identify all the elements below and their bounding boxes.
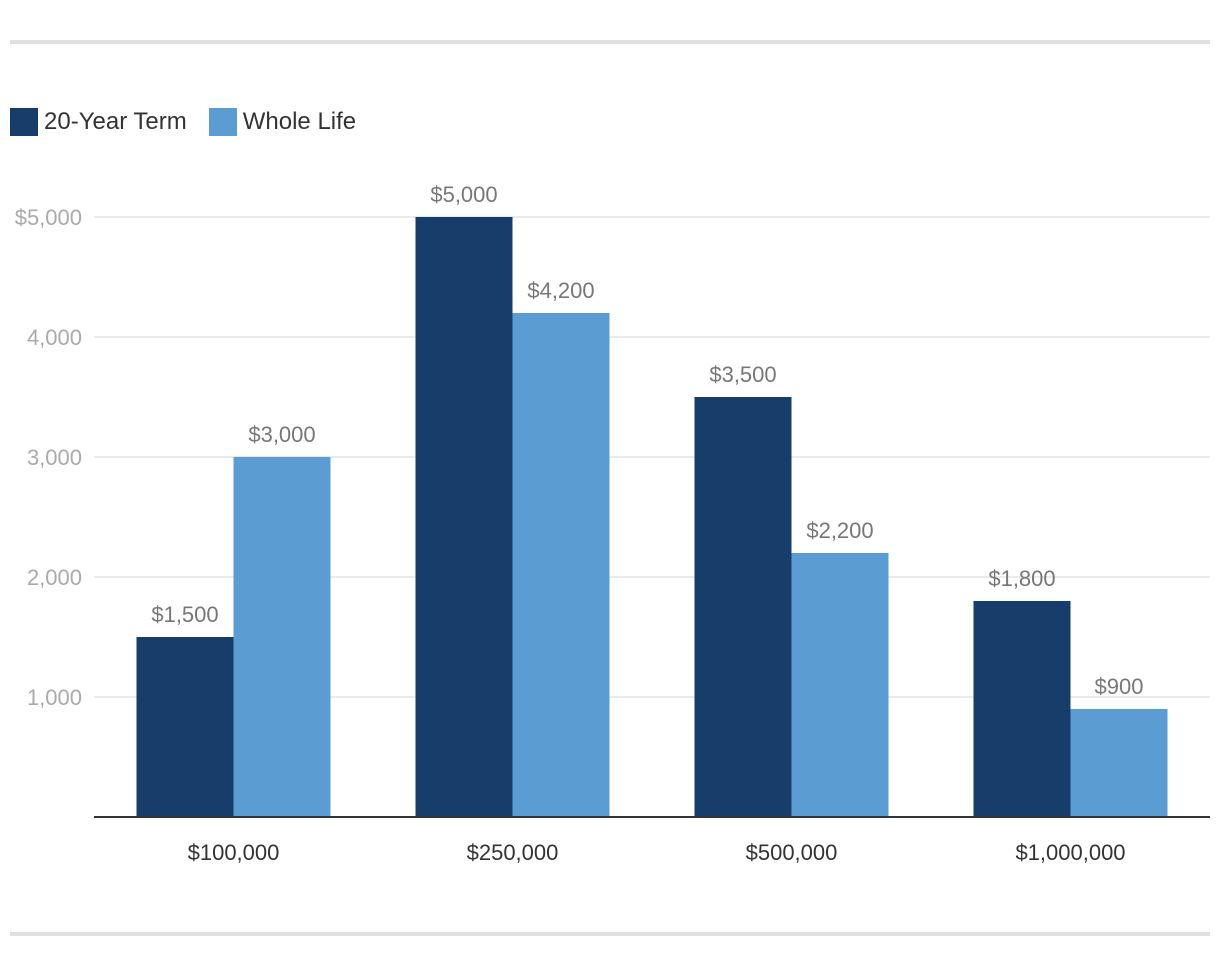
x-tick-label: $100,000 xyxy=(188,840,280,865)
bar-term xyxy=(694,397,792,817)
data-label: $4,200 xyxy=(527,278,594,303)
y-tick-label: $5,000 xyxy=(15,205,82,230)
data-label: $3,000 xyxy=(248,422,315,447)
x-tick-label: $250,000 xyxy=(467,840,559,865)
bar-term xyxy=(973,601,1071,817)
data-label: $1,800 xyxy=(988,566,1055,591)
legend-swatch-term xyxy=(10,108,38,136)
legend-item-whole-life: Whole Life xyxy=(208,108,357,136)
y-tick-label: 4,000 xyxy=(27,325,82,350)
top-divider xyxy=(10,40,1210,44)
bar-whole-life xyxy=(791,553,889,817)
legend-label-term: 20-Year Term xyxy=(44,108,187,135)
bar-term xyxy=(415,217,513,817)
y-tick-label: 3,000 xyxy=(27,445,82,470)
x-tick-label: $1,000,000 xyxy=(1015,840,1125,865)
bar-whole-life xyxy=(1070,709,1168,817)
chart-legend: 20-Year Term Whole Life xyxy=(10,108,356,136)
data-label: $900 xyxy=(1095,674,1144,699)
y-tick-label: 2,000 xyxy=(27,565,82,590)
bottom-divider xyxy=(10,932,1210,936)
data-label: $2,200 xyxy=(806,518,873,543)
x-tick-label: $500,000 xyxy=(746,840,838,865)
legend-item-term: 20-Year Term xyxy=(10,108,187,136)
bar-term xyxy=(136,637,234,817)
data-label: $3,500 xyxy=(709,362,776,387)
y-tick-label: 1,000 xyxy=(27,685,82,710)
data-label: $5,000 xyxy=(430,182,497,207)
legend-label-whole-life: Whole Life xyxy=(242,108,357,135)
bar-whole-life xyxy=(512,313,610,817)
bar-whole-life xyxy=(233,457,331,817)
data-label: $1,500 xyxy=(151,602,218,627)
legend-swatch-whole-life xyxy=(208,108,237,136)
